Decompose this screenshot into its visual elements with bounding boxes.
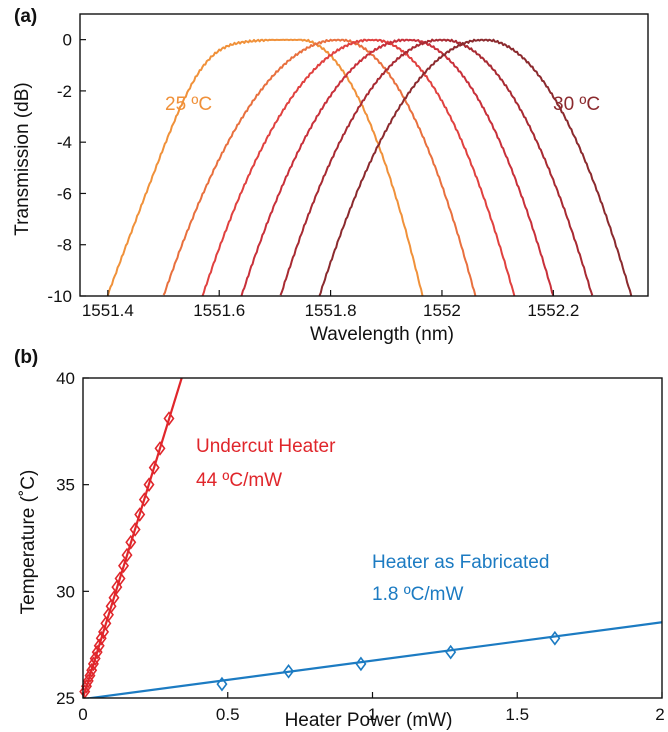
- undercut-data-point: [138, 492, 150, 507]
- undercut-data-point: [154, 441, 166, 456]
- panel-a-y-tick-label: -10: [47, 287, 72, 306]
- panel-b-x-axis-label: Heater Power (mW): [285, 710, 453, 731]
- annotation-fabricated-slope: 1.8 ºC/mW: [372, 584, 463, 605]
- annotation-fabricated-heater: Heater as Fabricated: [372, 552, 549, 573]
- panel-a-y-tick-label: 0: [63, 31, 72, 50]
- undercut-data-point: [129, 522, 141, 537]
- panel-a-x-tick-label: 1551.4: [82, 301, 134, 320]
- panel-a-ticks: 1551.4 1551.6 1551.8 1552 1552.2 0 -2 -4 -6 -8 -10: [47, 31, 579, 320]
- panel-b-y-tick-label: 30: [56, 582, 75, 601]
- fabricated-data-point: [283, 663, 295, 679]
- panel-a-y-tick-label: -6: [57, 184, 72, 203]
- panel-b-marks: [79, 378, 662, 699]
- transmission-curve-6: [318, 38, 633, 297]
- annotation-30c: 30 ºC: [553, 94, 600, 115]
- panel-a-label: (a): [14, 6, 37, 27]
- annotation-25c: 25 ºC: [165, 94, 212, 115]
- undercut-data-point: [163, 411, 175, 426]
- transmission-curve-1: [106, 38, 424, 297]
- panel-b-x-tick-label: 0: [78, 705, 87, 724]
- panel-b-x-tick-label: 2: [655, 705, 664, 724]
- panel-b-y-tick-label: 25: [56, 689, 75, 708]
- undercut-data-point: [98, 624, 110, 640]
- panel-a-y-tick-label: -4: [57, 133, 72, 152]
- fabricated-data-point: [549, 630, 561, 646]
- panel-a-x-tick-label: 1552.2: [527, 301, 579, 320]
- undercut-data-point: [108, 590, 120, 606]
- undercut-data-point: [118, 558, 130, 574]
- panel-a-plot-frame: [79, 13, 649, 297]
- transmission-curve-5: [279, 38, 594, 296]
- panel-b-plot-frame: [82, 377, 663, 699]
- panel-a-x-tick-label: 1551.8: [305, 301, 357, 320]
- undercut-data-point: [125, 534, 137, 550]
- transmission-curve-3: [201, 38, 516, 297]
- undercut-data-point: [134, 507, 146, 522]
- fabricated-data-point: [355, 656, 367, 672]
- panel-a-y-axis-label: Transmission (dB): [12, 82, 33, 235]
- fabricated-data-point: [445, 644, 457, 660]
- panel-b-x-tick-label: 1.5: [505, 705, 529, 724]
- panel-a-transmission-chart: (a) 1551.4 1551.6 1551.8 1552 1552.2 0 -2 -4 -6 -…: [12, 6, 649, 345]
- panel-b-y-tick-label: 35: [56, 476, 75, 495]
- panel-a-x-tick-label: 1552: [423, 301, 461, 320]
- panel-a-curves: [106, 38, 633, 297]
- panel-b-y-axis-label: Temperature (˚C): [18, 470, 39, 615]
- undercut-data-point: [143, 477, 155, 492]
- panel-b-x-tick-label: 1: [368, 705, 377, 724]
- panel-b-ticks: 0 0.5 1 1.5 2 25 30 35 40: [56, 369, 665, 724]
- panel-a-y-tick-label: -8: [57, 236, 72, 255]
- panel-b-label: (b): [14, 347, 38, 368]
- fabricated-fit-line: [83, 621, 662, 698]
- undercut-data-point: [121, 547, 133, 563]
- panel-a-x-axis-label: Wavelength (nm): [310, 324, 454, 345]
- annotation-undercut-slope: 44 ºC/mW: [196, 470, 282, 491]
- fabricated-data-point: [216, 676, 228, 692]
- annotation-undercut-heater: Undercut Heater: [196, 436, 336, 457]
- panel-a-y-tick-label: -2: [57, 82, 72, 101]
- transmission-curve-4: [240, 38, 555, 297]
- panel-a-x-tick-label: 1551.6: [193, 301, 245, 320]
- undercut-data-point: [148, 460, 160, 475]
- panel-b-x-tick-label: 0.5: [216, 705, 240, 724]
- panel-b-y-tick-label: 40: [56, 369, 75, 388]
- undercut-data-point: [114, 571, 126, 586]
- transmission-curve-2: [162, 38, 477, 297]
